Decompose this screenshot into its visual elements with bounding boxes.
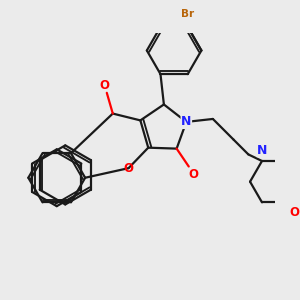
Text: O: O	[189, 167, 199, 181]
Text: N: N	[181, 116, 191, 128]
Text: Br: Br	[181, 10, 194, 20]
Text: O: O	[289, 206, 299, 219]
Text: N: N	[257, 144, 267, 157]
Text: O: O	[124, 162, 134, 175]
Text: O: O	[100, 79, 110, 92]
